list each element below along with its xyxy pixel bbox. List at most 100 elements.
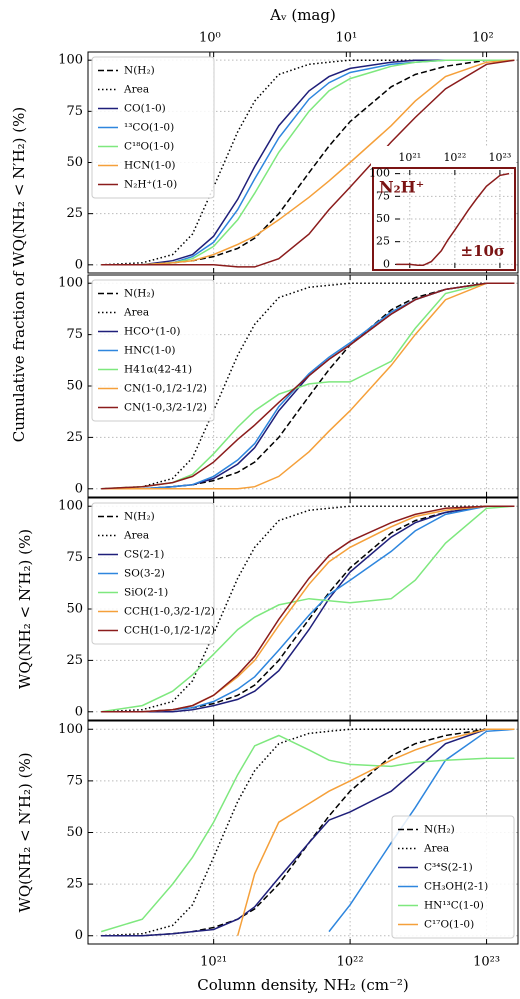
legend-label: Area: [123, 530, 149, 542]
x-tick-label: 10²¹: [200, 955, 227, 970]
x-tick-label: 10²³: [489, 151, 512, 164]
legend: N(H₂) Area CS(2-1) SO(3-2) SiO(2-1) CCH(1-0,3…: [91, 502, 215, 645]
x-tick-label: 10²³: [473, 955, 500, 970]
lines: [101, 505, 515, 713]
x-tick-label: 10²¹: [398, 151, 421, 164]
legend-box: [91, 279, 215, 422]
legend-label: N(H₂): [124, 288, 155, 300]
lines: [101, 282, 515, 490]
legend-label: CS(2-1): [124, 549, 164, 561]
series-line: [101, 505, 515, 713]
legend-label: N(H₂): [124, 511, 155, 523]
plot-frame: [87, 497, 519, 721]
legend-label: SO(3-2): [124, 568, 165, 580]
legend-box: [91, 502, 215, 645]
legend-label: CO(1-0): [124, 103, 166, 115]
x-tick-label: 10²²: [337, 955, 364, 970]
legend-label: CCH(1-0,1/2-1/2): [124, 625, 215, 637]
legend-label: CCH(1-0,3/2-1/2): [124, 606, 215, 618]
y-tick-label: 0: [75, 928, 83, 943]
legend: N(H₂) Area HCO⁺(1-0) HNC(1-0) H41α(42-41) CN(…: [91, 279, 215, 422]
series-line: [101, 282, 515, 490]
y-tick-label: 75: [66, 550, 83, 565]
series-line: [101, 282, 515, 490]
y-tick-label: 100: [58, 722, 83, 737]
legend-label: ¹³CO(1-0): [124, 122, 174, 134]
x2-tick-label: 10¹: [335, 31, 357, 46]
plot-frame: [87, 274, 519, 498]
y-tick-label: 75: [376, 189, 390, 202]
legend-box: [91, 56, 215, 199]
inset-border: [372, 167, 516, 271]
y-tick-label: 0: [75, 481, 83, 496]
lines: [100, 728, 515, 937]
x2-axis-label: Aᵥ (mag): [269, 6, 336, 24]
legend-label: HN¹³C(1-0): [424, 900, 484, 912]
legend: N(H₂) Area CO(1-0) ¹³CO(1-0) C¹⁸O(1-0) HCN(1-…: [91, 56, 215, 199]
legend-label: CH₃OH(2-1): [424, 881, 488, 893]
series-line: [328, 728, 515, 933]
legend-label: Area: [123, 307, 149, 319]
series-line: [101, 59, 515, 266]
plot-frame: [87, 720, 519, 945]
y-axis-label: WQ(NH₂ < N′H₂) (%): [16, 529, 34, 689]
y-tick-label: 50: [376, 212, 390, 225]
legend-label: N(H₂): [424, 824, 455, 836]
y-axis-label: Cumulative fraction of WQ(NH₂ < N′H₂) (%…: [10, 107, 28, 443]
series-line: [100, 734, 515, 933]
y-tick-label: 50: [66, 155, 83, 170]
legend-label: C¹⁸O(1-0): [124, 141, 174, 153]
y-tick-label: 25: [66, 430, 83, 445]
y-tick-label: 25: [66, 653, 83, 668]
legend-label: HCN(1-0): [124, 160, 175, 172]
x-axis-label: Column density, NH₂ (cm⁻²): [197, 976, 409, 994]
y-tick-label: 50: [66, 602, 83, 617]
x2-tick-label: 10²: [472, 31, 494, 46]
legend-label: SiO(2-1): [124, 587, 168, 599]
y-tick-label: 75: [66, 773, 83, 788]
legend-box: [391, 815, 515, 939]
lines: [101, 59, 515, 268]
legend-label: Area: [123, 84, 149, 96]
y-tick-label: 0: [383, 257, 390, 270]
series-line: [101, 59, 515, 266]
series-line: [101, 505, 515, 713]
series-line: [101, 282, 515, 490]
y-tick-label: 50: [66, 379, 83, 394]
series-line: [101, 728, 515, 937]
series-line: [101, 505, 515, 713]
x2-tick-label: 10⁰: [199, 31, 221, 46]
legend-label: HNC(1-0): [124, 345, 175, 357]
legend-label: CN(1-0,3/2-1/2): [124, 402, 207, 414]
y-axis-label: WQ(NH₂ < N′H₂) (%): [16, 752, 34, 912]
legend-label: H41α(42-41): [124, 364, 192, 376]
y-tick-label: 25: [376, 235, 390, 248]
series-line: [396, 172, 510, 267]
y-tick-label: 100: [369, 167, 390, 180]
inset-label: N₂H⁺: [379, 178, 424, 197]
legend-label: C¹⁷O(1-0): [424, 919, 474, 931]
y-tick-label: 25: [66, 206, 83, 221]
y-tick-label: 75: [66, 327, 83, 342]
series-line: [236, 728, 515, 936]
y-tick-label: 100: [58, 276, 83, 291]
y-tick-label: 0: [75, 257, 83, 272]
x-tick-label: 10²²: [443, 151, 466, 164]
legend-label: N(H₂): [124, 65, 155, 77]
plot-frame: [87, 51, 519, 274]
series-line: [101, 505, 515, 713]
y-tick-label: 25: [66, 877, 83, 892]
series-line: [101, 59, 515, 268]
lines: [396, 172, 510, 267]
legend-label: CN(1-0,1/2-1/2): [124, 383, 207, 395]
y-tick-label: 100: [58, 499, 83, 514]
legend-label: HCO⁺(1-0): [124, 326, 180, 338]
inset-background: [371, 146, 516, 271]
y-tick-label: 0: [75, 704, 83, 719]
series-line: [101, 505, 515, 713]
legend-label: Area: [423, 843, 449, 855]
legend: N(H₂) Area C³⁴S(2-1) CH₃OH(2-1) HN¹³C(1-0) C¹…: [391, 815, 515, 939]
inset-annotation: ±10σ: [460, 242, 505, 260]
series-line: [101, 59, 515, 266]
